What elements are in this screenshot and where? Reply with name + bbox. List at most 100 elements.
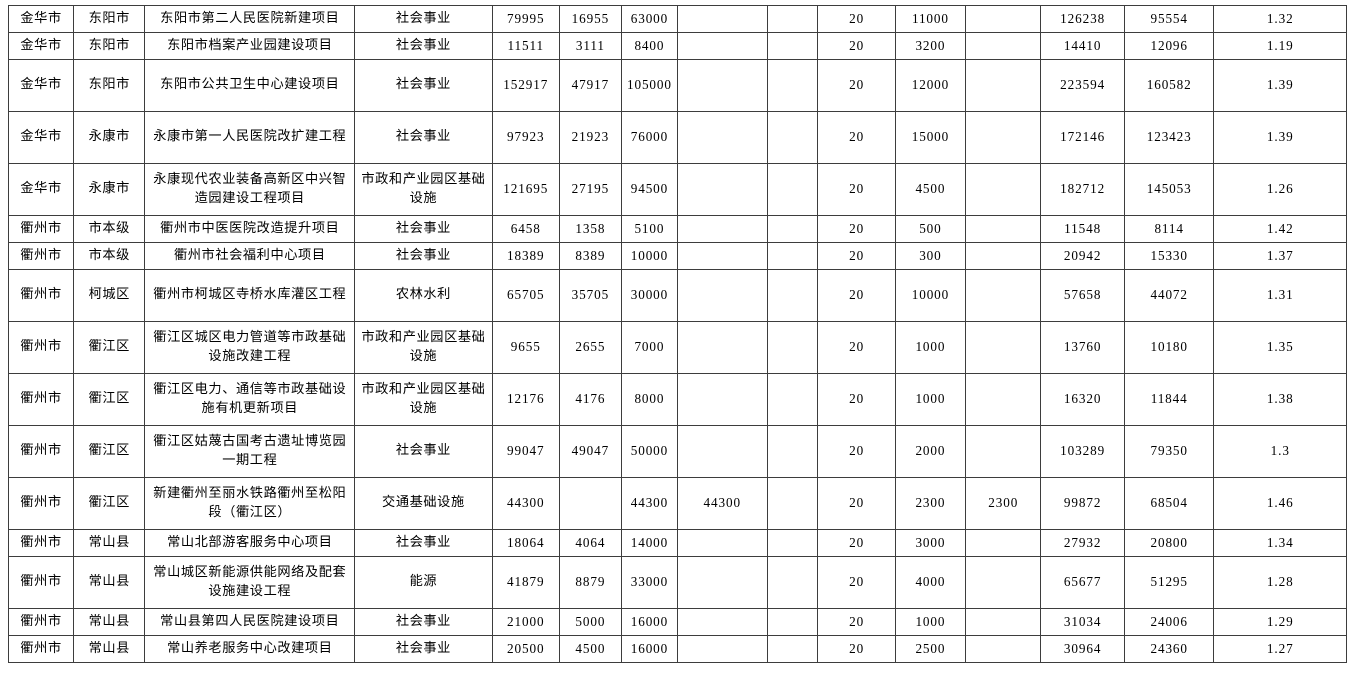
cell-city: 金华市 [7,32,75,60]
cell-amount-13: 30964 [1040,635,1125,663]
cell-amount-9 [766,242,819,270]
cell-amount-7: 8000 [620,373,678,426]
cell-project-name: 东阳市第二人民医院新建项目 [144,5,356,33]
cell-amount-7: 50000 [620,425,678,478]
cell-total-investment: 65705 [491,269,560,322]
cell-project-name: 常山城区新能源供能网络及配套设施建设工程 [144,556,356,609]
cell-amount-7: 16000 [620,635,678,663]
cell-amount-6: 16955 [558,5,622,33]
cell-amount-9 [766,477,819,530]
cell-category: 社会事业 [354,5,493,33]
cell-amount-9 [766,59,819,112]
cell-amount-6: 5000 [558,608,622,636]
cell-amount-8 [676,425,768,478]
cell-amount-11: 1000 [894,321,967,374]
cell-ratio: 1.34 [1213,529,1347,557]
cell-district: 常山县 [73,556,146,609]
cell-amount-12 [965,242,1042,270]
cell-amount-12 [965,321,1042,374]
cell-amount-7: 10000 [620,242,678,270]
cell-city: 衢州市 [7,608,75,636]
cell-project-name: 衢江区电力、通信等市政基础设施有机更新项目 [144,373,356,426]
cell-district: 东阳市 [73,32,146,60]
cell-ratio: 1.29 [1213,608,1347,636]
cell-amount-14: 51295 [1123,556,1215,609]
cell-amount-14: 15330 [1123,242,1215,270]
cell-amount-11: 2500 [894,635,967,663]
cell-project-name: 常山县第四人民医院建设项目 [144,608,356,636]
cell-amount-6: 4176 [558,373,622,426]
table-row: 衢州市 衢江区 衢江区姑蔑古国考古遗址博览园一期工程 社会事业 99047 49047 50… [7,425,1347,478]
cell-amount-14: 44072 [1123,269,1215,322]
cell-category: 社会事业 [354,529,493,557]
cell-amount-6: 1358 [558,215,622,243]
cell-ratio: 1.26 [1213,163,1347,216]
cell-ratio: 1.3 [1213,425,1347,478]
project-investment-table: 金华市 东阳市 东阳市第二人民医院新建项目 社会事业 79995 16955 63000 20… [7,5,1347,663]
cell-ratio: 1.37 [1213,242,1347,270]
cell-amount-13: 182712 [1040,163,1125,216]
cell-amount-8 [676,556,768,609]
cell-project-name: 衢江区姑蔑古国考古遗址博览园一期工程 [144,425,356,478]
cell-city: 衢州市 [7,425,75,478]
cell-category: 市政和产业园区基础设施 [354,163,493,216]
cell-amount-14: 20800 [1123,529,1215,557]
cell-project-name: 衢州市柯城区寺桥水库灌区工程 [144,269,356,322]
cell-amount-8 [676,529,768,557]
cell-years: 20 [817,321,896,374]
cell-category: 社会事业 [354,111,493,164]
cell-total-investment: 152917 [491,59,560,112]
table-row: 金华市 东阳市 东阳市公共卫生中心建设项目 社会事业 152917 47917 105000… [7,59,1347,112]
cell-amount-8 [676,163,768,216]
cell-years: 20 [817,5,896,33]
cell-years: 20 [817,556,896,609]
cell-amount-11: 1000 [894,608,967,636]
cell-district: 衢江区 [73,321,146,374]
cell-amount-14: 95554 [1123,5,1215,33]
cell-amount-7: 5100 [620,215,678,243]
cell-amount-9 [766,556,819,609]
cell-amount-8 [676,321,768,374]
cell-total-investment: 9655 [491,321,560,374]
cell-amount-9 [766,425,819,478]
cell-amount-14: 160582 [1123,59,1215,112]
cell-category: 社会事业 [354,215,493,243]
cell-total-investment: 41879 [491,556,560,609]
cell-district: 东阳市 [73,59,146,112]
cell-district: 市本级 [73,215,146,243]
cell-amount-9 [766,163,819,216]
cell-city: 衢州市 [7,321,75,374]
cell-amount-11: 12000 [894,59,967,112]
table-row: 衢州市 衢江区 衢江区城区电力管道等市政基础设施改建工程 市政和产业园区基础设施 965… [7,321,1347,374]
cell-total-investment: 12176 [491,373,560,426]
cell-amount-12 [965,269,1042,322]
cell-total-investment: 99047 [491,425,560,478]
cell-city: 衢州市 [7,242,75,270]
cell-amount-11: 3200 [894,32,967,60]
cell-district: 衢江区 [73,425,146,478]
cell-amount-7: 44300 [620,477,678,530]
cell-amount-12 [965,529,1042,557]
cell-city: 衢州市 [7,373,75,426]
cell-amount-9 [766,5,819,33]
cell-district: 市本级 [73,242,146,270]
cell-city: 衢州市 [7,269,75,322]
table-row: 衢州市 常山县 常山北部游客服务中心项目 社会事业 18064 4064 14000 20 30… [7,529,1347,557]
cell-amount-13: 223594 [1040,59,1125,112]
cell-amount-8 [676,59,768,112]
cell-amount-14: 8114 [1123,215,1215,243]
cell-amount-11: 10000 [894,269,967,322]
cell-total-investment: 21000 [491,608,560,636]
cell-city: 衢州市 [7,215,75,243]
cell-amount-14: 68504 [1123,477,1215,530]
cell-amount-12 [965,556,1042,609]
cell-years: 20 [817,215,896,243]
cell-amount-13: 20942 [1040,242,1125,270]
cell-amount-8 [676,373,768,426]
cell-category: 社会事业 [354,59,493,112]
cell-amount-12 [965,425,1042,478]
cell-total-investment: 79995 [491,5,560,33]
cell-total-investment: 18389 [491,242,560,270]
cell-district: 衢江区 [73,373,146,426]
